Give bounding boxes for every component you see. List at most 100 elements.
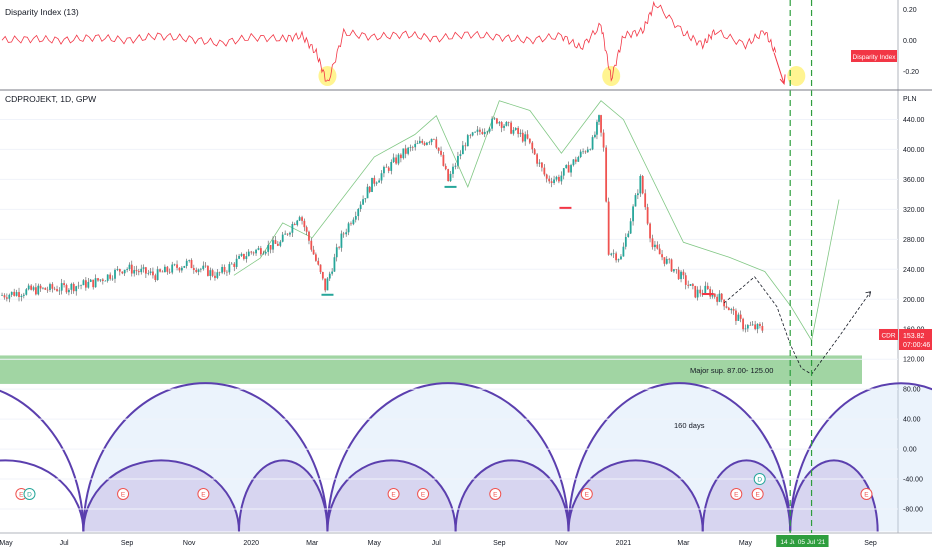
- candle-body: [423, 142, 426, 145]
- candle-body: [240, 253, 243, 256]
- candle-body: [488, 128, 491, 132]
- small-cycle-arc-fill: [83, 460, 239, 532]
- candle-body: [104, 280, 107, 282]
- candle-body: [118, 268, 121, 272]
- candle-body: [101, 279, 104, 282]
- candle-body: [92, 279, 95, 288]
- candle-body: [161, 271, 164, 273]
- last-price-value: 153.82: [903, 333, 925, 340]
- candle-body: [526, 134, 529, 139]
- price-tick-label: -80.00: [903, 507, 923, 514]
- candle-body: [607, 201, 610, 255]
- time-tick-label: May: [368, 540, 382, 547]
- candle-body: [577, 157, 580, 162]
- candle-body: [3, 295, 6, 298]
- small-cycle-arc: [326, 459, 457, 532]
- candle-body: [142, 267, 145, 269]
- price-tick-label: 280.00: [903, 237, 925, 244]
- trough-highlight: [318, 66, 337, 86]
- dividend-marker[interactable]: [753, 473, 766, 485]
- candle-body: [27, 285, 30, 290]
- candle-body: [56, 289, 58, 292]
- candle-body: [699, 289, 702, 294]
- candle-body: [262, 253, 265, 255]
- candle-body: [543, 167, 546, 175]
- candle-body: [612, 253, 615, 255]
- candle-body: [42, 287, 44, 289]
- earnings-marker[interactable]: [751, 488, 764, 500]
- candle-body: [228, 264, 231, 273]
- candle-body: [629, 221, 632, 234]
- candle-body: [77, 285, 80, 287]
- candle-body: [584, 151, 587, 153]
- candle-body: [15, 292, 18, 296]
- candle-body: [656, 244, 659, 249]
- candle-body: [284, 233, 287, 235]
- candle-body: [312, 249, 315, 255]
- candle-body: [252, 252, 255, 254]
- candle-body: [65, 285, 68, 293]
- candle-body: [505, 121, 508, 126]
- earnings-marker[interactable]: [489, 488, 502, 500]
- dividend-marker[interactable]: [23, 488, 36, 500]
- candle-body: [560, 175, 563, 182]
- candle-body: [402, 148, 405, 159]
- candle-body: [538, 162, 541, 164]
- candle-body: [661, 254, 663, 258]
- earnings-marker[interactable]: [730, 488, 743, 500]
- large-cycle-arc: [82, 382, 329, 532]
- candle-body: [137, 271, 140, 273]
- candle-body: [245, 256, 248, 259]
- candle-body: [694, 285, 697, 298]
- candle-body: [397, 154, 400, 164]
- candle-body: [13, 291, 16, 296]
- candle-body: [555, 176, 558, 180]
- candle-body: [746, 325, 749, 329]
- envelope-layer: [233, 100, 840, 342]
- candle-body: [130, 264, 133, 274]
- candle-body: [154, 275, 157, 280]
- candle-body: [211, 270, 214, 276]
- candle-body: [533, 149, 536, 155]
- candle-body: [75, 286, 78, 292]
- candle-body: [44, 287, 47, 290]
- candle-body: [209, 270, 212, 276]
- indicator-title: Disparity Index (13): [5, 7, 79, 17]
- candle-body: [128, 264, 131, 270]
- time-tick-label: Jul: [432, 540, 441, 547]
- candle-body: [121, 271, 124, 274]
- earnings-marker[interactable]: [387, 488, 400, 500]
- candle-body: [35, 287, 37, 295]
- earnings-marker[interactable]: [197, 488, 210, 500]
- candle-body: [528, 138, 531, 143]
- candle-body: [498, 122, 501, 124]
- candle-body: [426, 142, 428, 145]
- earnings-marker[interactable]: [860, 488, 873, 500]
- price-axis-strip[interactable]: [898, 0, 932, 550]
- candle-body: [111, 278, 114, 280]
- candle-body: [570, 165, 572, 173]
- candle-body: [301, 217, 303, 221]
- candle-body: [89, 279, 92, 282]
- support-zone-layer: [0, 355, 862, 384]
- candle-body: [354, 216, 357, 220]
- earnings-marker[interactable]: [117, 488, 130, 500]
- candle-body: [709, 289, 712, 297]
- envelope-line: [233, 100, 840, 342]
- candle-body: [565, 165, 568, 169]
- candle-body: [430, 138, 433, 143]
- candle-body: [274, 240, 277, 244]
- price-title: CDPROJEKT, 1D, GPW: [5, 94, 96, 104]
- candle-body: [615, 253, 617, 261]
- earnings-marker[interactable]: [417, 488, 430, 500]
- trough-highlight: [602, 66, 621, 86]
- candle-body: [387, 167, 390, 171]
- candle-body: [704, 285, 707, 294]
- candle-body: [180, 267, 183, 271]
- event-marker-label: E: [864, 492, 869, 499]
- candle-body: [687, 284, 690, 286]
- candle-body: [754, 324, 757, 330]
- time-tick-label: May: [0, 540, 13, 547]
- earnings-marker[interactable]: [580, 488, 593, 500]
